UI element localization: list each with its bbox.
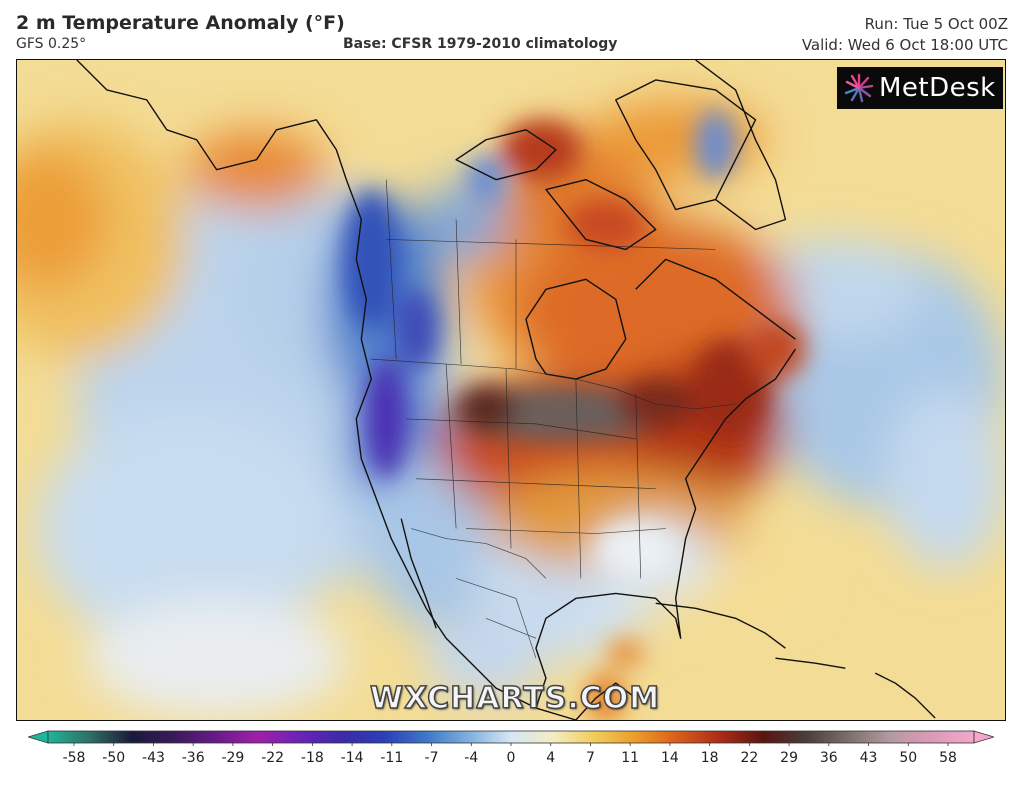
color-scale-tick-label: -4 [464,750,479,766]
borders [371,179,736,659]
color-scale-gradient [47,730,975,744]
color-scale-tick-label: 36 [819,750,838,766]
map-canvas [17,60,1005,720]
starburst-logo-icon [844,73,874,103]
color-scale-tick-label: -11 [380,750,404,766]
valid-time-label: Valid: Wed 6 Oct 18:00 UTC [801,36,1008,54]
logo-text: MetDesk [879,73,996,103]
metdesk-logo: MetDesk [837,67,1003,109]
map-title: 2 m Temperature Anomaly (°F) [16,12,345,34]
color-scale-tick-label: 0 [506,750,516,766]
color-scale-tick-label: 22 [740,750,759,766]
color-scale-tick-label: 29 [780,750,798,766]
color-scale-tick-label: 4 [546,750,556,766]
color-scale-tick-label: 58 [939,750,957,766]
color-scale-legend: -58 -50 -43 -36 -29 -22 -18 -14 -11 -7 -4 0 4 7 11 14 18… [28,728,994,776]
color-scale-tick-label: 18 [700,750,719,766]
color-scale-max-arrow [973,730,994,744]
coastlines [76,60,936,720]
color-scale-tick-label: -43 [142,750,165,766]
run-time-label: Run: Tue 5 Oct 00Z [864,15,1008,33]
color-scale-tick-label: 7 [585,750,595,766]
color-scale-tick-label: -22 [261,750,285,766]
color-scale-tick-label: -58 [62,750,86,766]
color-scale-tick-label: -18 [300,750,324,766]
anomaly-hotspots [343,109,806,720]
base-climatology-label: Base: CFSR 1979-2010 climatology [343,36,618,52]
color-scale-tick-label: 50 [899,750,918,766]
color-scale-tick-label: 14 [660,750,679,766]
color-scale-bar [28,730,994,746]
color-scale-tick-label: -29 [221,750,245,766]
color-scale-tick-label: -50 [102,750,126,766]
color-scale-min-arrow [28,730,49,744]
color-scale-tick-label: 43 [859,750,878,766]
color-scale-tick-label: -14 [340,750,364,766]
color-scale-tick-label: -7 [424,750,439,766]
temperature-anomaly-map [16,59,1006,721]
wxcharts-watermark: WXCHARTS.COM [369,680,661,717]
model-label: GFS 0.25° [16,36,87,52]
color-scale-tick-label: -36 [181,750,205,766]
color-scale-tick-label: 11 [621,750,640,766]
